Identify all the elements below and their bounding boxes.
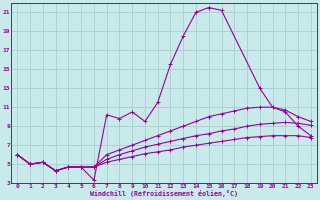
X-axis label: Windchill (Refroidissement éolien,°C): Windchill (Refroidissement éolien,°C) bbox=[90, 190, 238, 197]
